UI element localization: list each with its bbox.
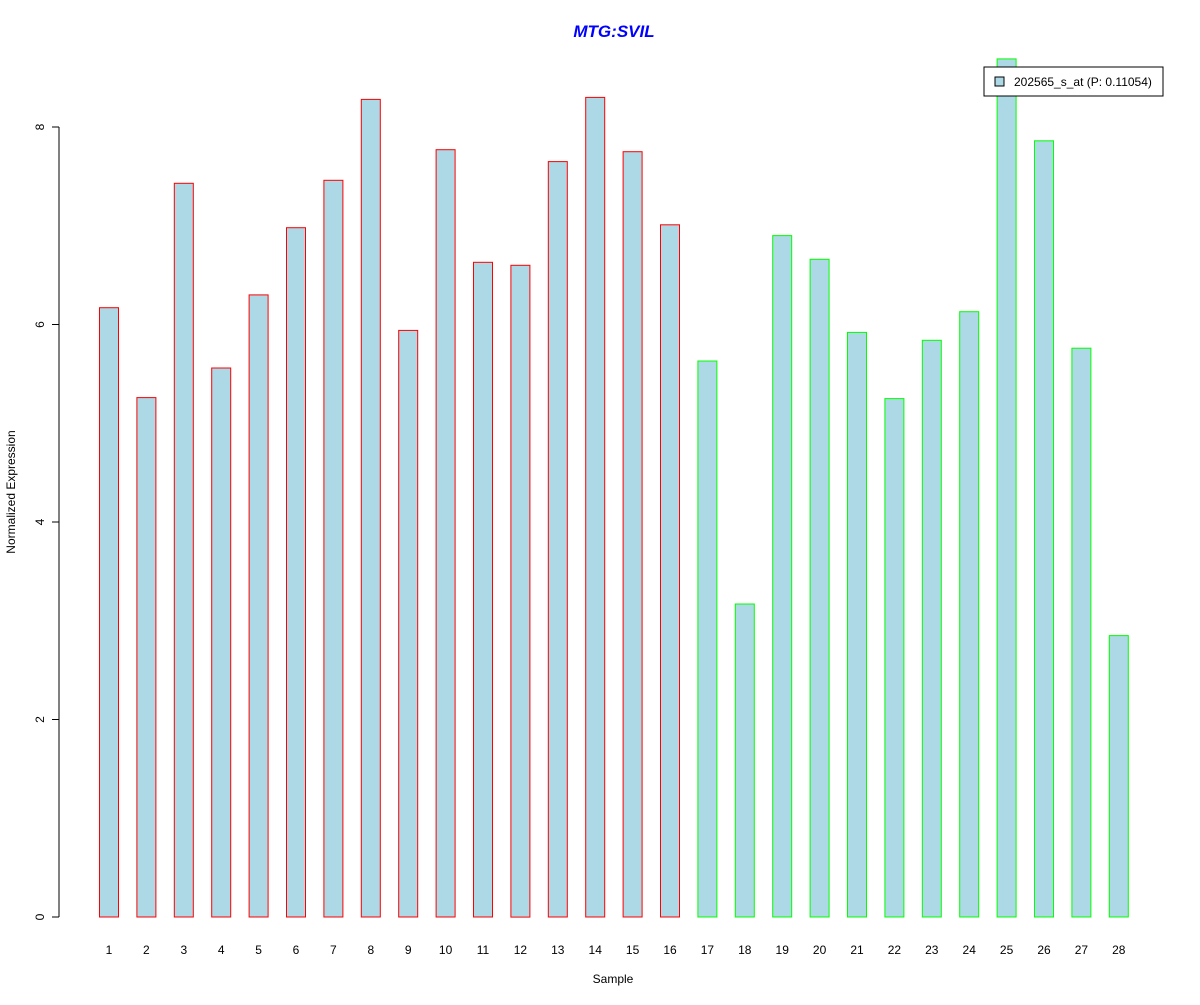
- bar-sample-8: [360, 98, 381, 918]
- bar-sample-26: [1034, 140, 1054, 918]
- x-tick-label: 28: [1112, 943, 1126, 957]
- bar-sample-13: [547, 161, 568, 918]
- x-tick-labels: 1 2 3 4 5 6 7 8 9 10 11 12 13 14 15 16 17 18 19 20 21 22 23 24 2…: [106, 943, 1126, 957]
- bar-sample-5: [248, 294, 269, 918]
- y-tick-label: 4: [33, 518, 47, 525]
- x-tick-label: 2: [143, 943, 150, 957]
- x-tick-label: 22: [888, 943, 902, 957]
- x-tick-label: 12: [514, 943, 528, 957]
- x-tick-label: 6: [293, 943, 300, 957]
- x-tick-label: 7: [330, 943, 337, 957]
- x-tick-label: 24: [963, 943, 977, 957]
- bar-sample-27: [1071, 347, 1092, 918]
- x-tick-label: 3: [180, 943, 187, 957]
- x-tick-label: 9: [405, 943, 412, 957]
- x-tick-label: 26: [1037, 943, 1051, 957]
- x-tick-label: 17: [701, 943, 715, 957]
- chart-title: MTG:SVIL: [573, 22, 654, 41]
- x-tick-label: 20: [813, 943, 827, 957]
- bar-sample-21: [847, 331, 867, 918]
- y-tick-label: 0: [33, 913, 47, 920]
- legend-swatch: [994, 76, 1005, 87]
- x-axis-label: Sample: [593, 972, 634, 986]
- bar-sample-25: [996, 58, 1017, 918]
- x-tick-label: 25: [1000, 943, 1014, 957]
- bar-sample-19: [772, 235, 793, 918]
- x-tick-label: 21: [850, 943, 864, 957]
- y-tick-label: 6: [33, 321, 47, 328]
- bar-sample-6: [286, 227, 306, 918]
- x-tick-label: 15: [626, 943, 640, 957]
- y-axis: 0 2 4 6 8: [33, 123, 60, 920]
- bar-sample-16: [660, 224, 680, 918]
- bar-sample-10: [435, 149, 456, 918]
- bar-sample-1: [99, 307, 119, 918]
- bar-sample-22: [884, 398, 905, 918]
- legend: 202565_s_at (P: 0.11054): [983, 66, 1164, 97]
- bar-sample-4: [211, 367, 232, 918]
- bar-sample-15: [622, 151, 643, 918]
- x-tick-label: 14: [589, 943, 603, 957]
- y-axis-label: Normalized Expression: [4, 430, 18, 553]
- bar-sample-7: [323, 179, 344, 918]
- bar-sample-28: [1108, 635, 1129, 918]
- bar-sample-23: [921, 339, 942, 918]
- bar-sample-24: [959, 311, 980, 918]
- bar-sample-17: [697, 360, 718, 918]
- x-tick-label: 16: [663, 943, 677, 957]
- bar-sample-3: [173, 182, 194, 918]
- y-tick-label: 8: [33, 123, 47, 130]
- bar-sample-18: [734, 603, 755, 918]
- bar-sample-14: [585, 96, 606, 918]
- y-tick-group: 0 2 4 6 8: [33, 123, 59, 920]
- x-tick-label: 18: [738, 943, 752, 957]
- bar-sample-9: [398, 329, 419, 918]
- x-tick-label: 23: [925, 943, 939, 957]
- y-tick-label: 2: [33, 716, 47, 723]
- legend-box: [983, 66, 1164, 97]
- x-tick-label: 11: [477, 943, 490, 957]
- x-tick-label: 10: [439, 943, 453, 957]
- legend-label: 202565_s_at (P: 0.11054): [1014, 75, 1152, 89]
- x-tick-label: 19: [776, 943, 790, 957]
- bar-sample-20: [809, 258, 830, 918]
- x-tick-label: 1: [106, 943, 113, 957]
- x-tick-label: 4: [218, 943, 225, 957]
- bar-sample-12: [510, 264, 531, 918]
- x-tick-label: 27: [1075, 943, 1089, 957]
- x-tick-label: 8: [367, 943, 374, 957]
- x-tick-label: 13: [551, 943, 565, 957]
- bar-sample-2: [136, 397, 157, 918]
- bars-group: [99, 58, 1129, 918]
- x-tick-label: 5: [255, 943, 262, 957]
- bar-sample-11: [473, 261, 493, 918]
